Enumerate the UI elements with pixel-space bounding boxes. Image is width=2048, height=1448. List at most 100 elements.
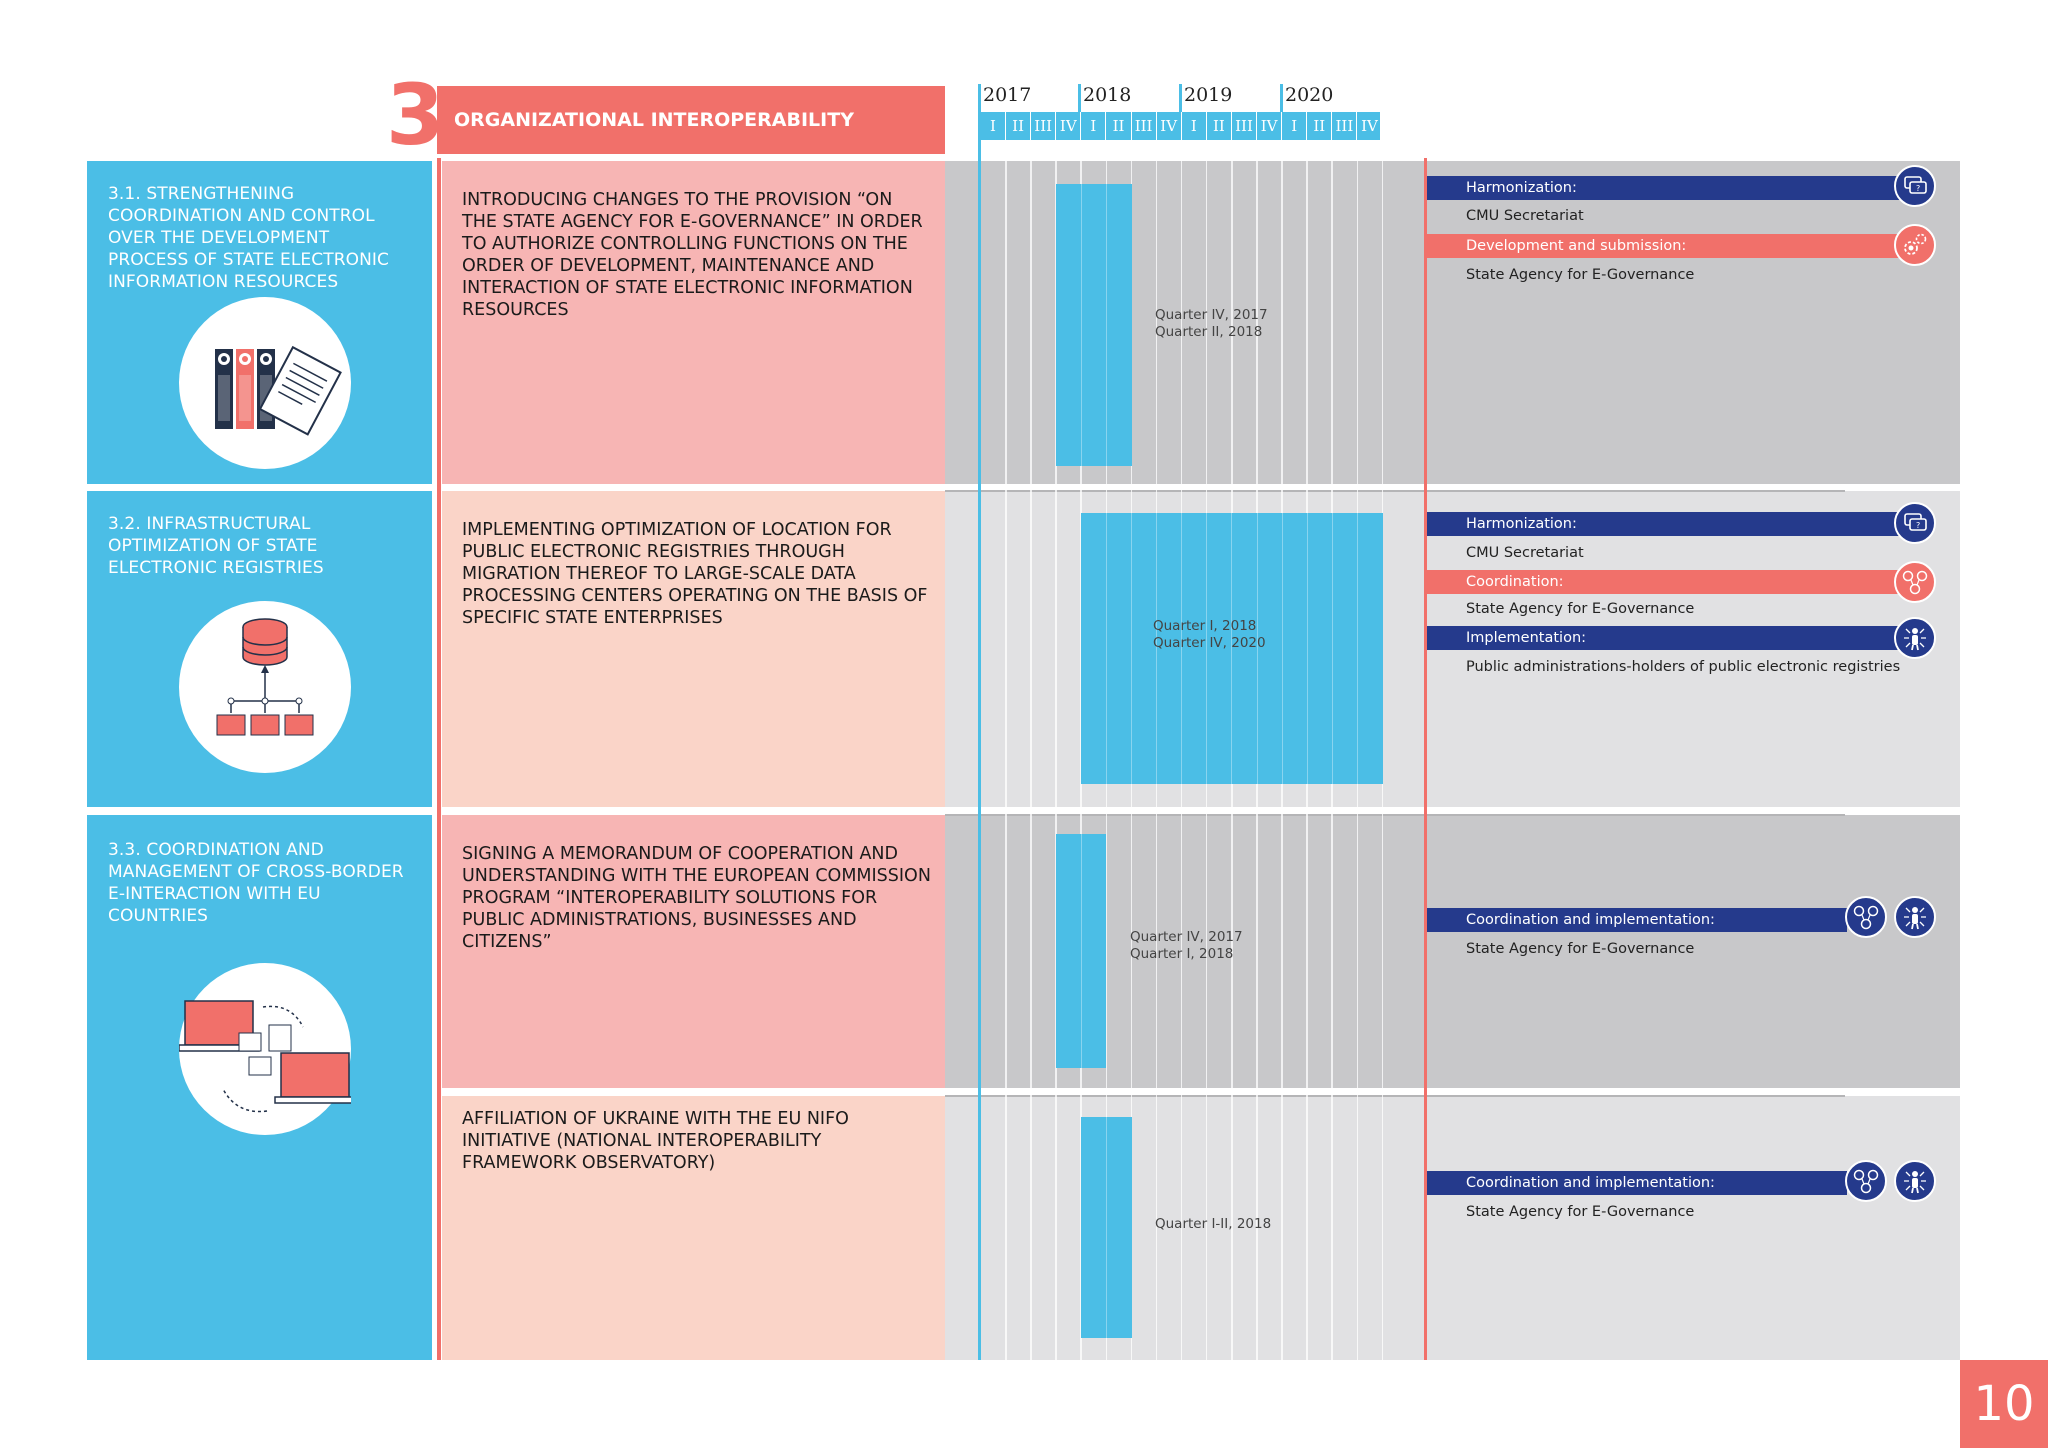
activity-cell: SIGNING A MEMORANDUM OF COOPERATION AND … [442,815,945,1088]
role-holder: State Agency for E-Governance [1466,941,1695,957]
year-label-2017: 2017 [983,84,1032,106]
role-holder: State Agency for E-Governance [1466,267,1695,283]
activity-text: AFFILIATION OF UKRAINE WITH THE EU NIFO … [462,1109,849,1173]
laptops-exchange-icon [178,1000,356,1113]
task-title: 3.2. INFRASTRUCTURAL OPTIMIZATION OF STA… [108,514,324,578]
person-arrows-icon [1894,617,1936,659]
bar-quarter-divider [1281,513,1283,784]
timeline-start-line [978,84,981,1360]
person-arrows-icon [1894,896,1936,938]
quarter-label: IV [1257,112,1283,140]
task-illustration [179,297,351,469]
svg-text:?: ? [1916,521,1920,530]
period-label: Quarter IV, 2017 Quarter II, 2018 [1155,307,1268,340]
left-divider-line [437,158,441,1360]
activity-cell: IMPLEMENTING OPTIMIZATION OF LOCATION FO… [442,491,945,807]
quarter-label: IV [1157,112,1182,140]
gantt-bar [1081,513,1383,784]
activity-text: INTRODUCING CHANGES TO THE PROVISION “ON… [462,190,923,320]
quarter-gridline [1005,158,1007,1360]
quarter-label: I [1081,112,1107,140]
bar-quarter-divider [1231,513,1233,784]
bar-quarter-divider [1105,1117,1107,1338]
year-label-2019: 2019 [1184,84,1233,106]
role-bar: Implementation: [1427,626,1903,650]
year-label-2018: 2018 [1083,84,1132,106]
activity-cell: AFFILIATION OF UKRAINE WITH THE EU NIFO … [442,1096,945,1360]
role-holder: CMU Secretariat [1466,208,1584,224]
bar-quarter-divider [1080,834,1082,1068]
role-bar: Harmonization: [1427,176,1903,200]
row-separator [945,814,1845,816]
section-number: 3 [386,66,445,164]
role-bar: Coordination and implementation: [1427,1171,1847,1195]
task-panel: 3.3. COORDINATION AND MANAGEMENT OF CROS… [87,815,432,1360]
role-bar: Coordination and implementation: [1427,908,1847,932]
year-tick [1280,84,1283,112]
quarter-gridline [1030,158,1032,1360]
period-label: Quarter I-II, 2018 [1155,1216,1272,1232]
activity-text: IMPLEMENTING OPTIMIZATION OF LOCATION FO… [462,520,928,628]
period-label: Quarter I, 2018 Quarter IV, 2020 [1153,618,1266,651]
row-separator [945,1095,1845,1097]
quarter-label: III [1031,112,1057,140]
people-network-icon [1845,1160,1887,1202]
gears-icon [1894,224,1936,266]
page-number: 10 [1960,1360,2048,1448]
svg-text:?: ? [1916,184,1920,193]
period-label: Quarter IV, 2017 Quarter I, 2018 [1130,929,1243,962]
chat-question-icon: ? [1894,502,1936,544]
quarter-label: I [1182,112,1207,140]
role-holder: State Agency for E-Governance [1466,601,1695,617]
role-bar: Harmonization: [1427,512,1903,536]
bar-quarter-divider [1206,513,1208,784]
activity-text: SIGNING A MEMORANDUM OF COOPERATION AND … [462,844,931,952]
quarter-label: IV [1056,112,1082,140]
year-label-2020: 2020 [1285,84,1334,106]
year-tick [1179,84,1182,112]
task-illustration [179,601,351,773]
bar-quarter-divider [1080,184,1082,466]
bar-quarter-divider [1356,513,1358,784]
year-tick [1078,84,1081,112]
task-illustration [178,963,356,1135]
task-panel: 3.2. INFRASTRUCTURAL OPTIMIZATION OF STA… [87,491,432,807]
quarter-header [978,112,1380,140]
person-arrows-icon [1894,1160,1936,1202]
bar-quarter-divider [1105,513,1107,784]
role-holder: CMU Secretariat [1466,545,1584,561]
quarter-label: II [1307,112,1333,140]
bar-quarter-divider [1331,513,1333,784]
quarter-label: IV [1358,112,1383,140]
binders-document-icon [215,345,342,436]
quarter-label: I [981,112,1006,140]
task-title: 3.3. COORDINATION AND MANAGEMENT OF CROS… [108,840,404,926]
role-holder: State Agency for E-Governance [1466,1204,1695,1220]
quarter-label: II [1207,112,1232,140]
gantt-bar [1081,1117,1132,1338]
quarter-label: II [1006,112,1032,140]
responsibility-divider-line [1424,158,1427,1360]
bar-quarter-divider [1306,513,1308,784]
activity-cell: INTRODUCING CHANGES TO THE PROVISION “ON… [442,161,945,484]
role-bar: Development and submission: [1427,234,1903,258]
bar-quarter-divider [1256,513,1258,784]
section-title: ORGANIZATIONAL INTEROPERABILITY [437,86,945,154]
bar-quarter-divider [1131,513,1133,784]
gantt-bar [1056,834,1107,1068]
quarter-label: III [1232,112,1257,140]
quarter-label: III [1132,112,1157,140]
gantt-bar [1056,184,1132,466]
role-bar: Coordination: [1427,570,1903,594]
people-network-icon [1894,561,1936,603]
quarter-gridline [1055,158,1057,1360]
people-network-icon [1845,896,1887,938]
row-separator [945,490,1845,492]
quarter-label: II [1107,112,1132,140]
database-folders-icon [216,618,314,736]
bar-quarter-divider [1181,513,1183,784]
quarter-label: I [1282,112,1308,140]
bar-quarter-divider [1156,513,1158,784]
gantt-row [945,815,1960,1088]
task-panel: 3.1. STRENGTHENING COORDINATION AND CONT… [87,161,432,484]
